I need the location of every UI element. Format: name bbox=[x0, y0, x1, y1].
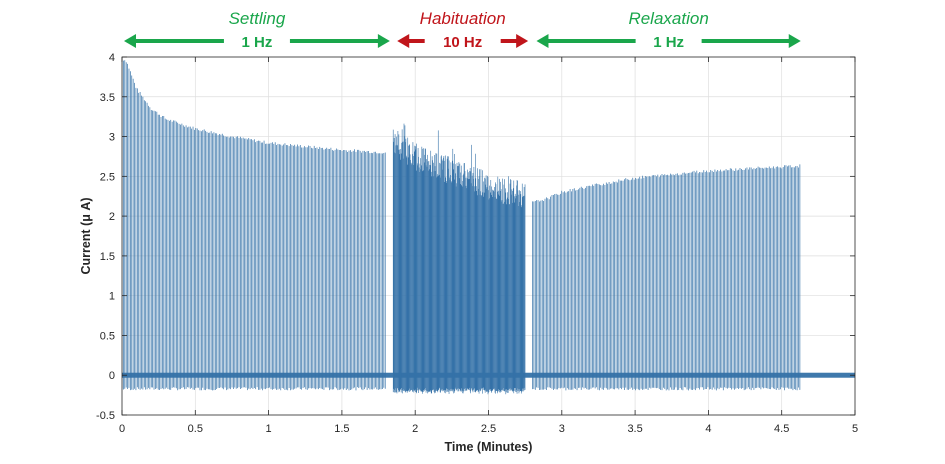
phase-annotation-settling: Settling 1 Hz bbox=[124, 9, 390, 51]
y-tick-label: 3.5 bbox=[100, 92, 115, 104]
phase-name-label: Relaxation bbox=[628, 9, 708, 28]
x-tick-label: 4 bbox=[705, 423, 711, 435]
phase-signal-settling bbox=[122, 58, 386, 391]
y-tick-label: 2.5 bbox=[100, 171, 115, 183]
phase-annotations: Settling 1 Hz Habituation 10 Hz Relaxation 1 … bbox=[124, 9, 801, 51]
phase-arrowhead-left-icon bbox=[124, 34, 136, 48]
x-tick-label: 4.5 bbox=[774, 423, 789, 435]
x-tick-label: 5 bbox=[852, 423, 858, 435]
x-tick-label: 2 bbox=[412, 423, 418, 435]
y-tick-label: 0 bbox=[109, 370, 115, 382]
phase-frequency-label: 10 Hz bbox=[443, 34, 482, 51]
x-tick-label: 0 bbox=[119, 423, 125, 435]
y-tick-label: 0.5 bbox=[100, 330, 115, 342]
y-axis-label: Current (μ A) bbox=[79, 197, 93, 274]
x-tick-label: 3.5 bbox=[627, 423, 642, 435]
phase-annotation-habituation: Habituation 10 Hz bbox=[397, 9, 529, 51]
phase-arrowhead-right-icon bbox=[377, 34, 390, 48]
axis-ticks: 0 0.5 1 1.5 2 2.5 3 3.5 4 4.5 5 -0.5 0 0.5 1 1.5 2 2.5 3 3.… bbox=[96, 52, 858, 435]
phase-signal-habituation bbox=[392, 123, 526, 395]
y-tick-label: 1 bbox=[109, 291, 115, 303]
phase-arrowhead-left-icon bbox=[536, 34, 549, 48]
phase-arrowhead-right-icon bbox=[788, 34, 801, 48]
y-tick-label: 2 bbox=[109, 211, 115, 223]
x-tick-label: 0.5 bbox=[188, 423, 203, 435]
phase-signal-relaxation bbox=[532, 164, 801, 391]
y-tick-label: 4 bbox=[109, 52, 115, 64]
phase-frequency-label: 1 Hz bbox=[242, 34, 273, 51]
current-signal-series bbox=[122, 58, 855, 395]
phase-name-label: Habituation bbox=[420, 9, 506, 28]
phase-arrowhead-left-icon bbox=[397, 34, 410, 48]
x-tick-label: 1.5 bbox=[334, 423, 349, 435]
phase-annotation-relaxation: Relaxation 1 Hz bbox=[536, 9, 801, 51]
y-tick-label: 3 bbox=[109, 132, 115, 144]
x-tick-label: 3 bbox=[559, 423, 565, 435]
x-tick-label: 2.5 bbox=[481, 423, 496, 435]
y-tick-label: 1.5 bbox=[100, 251, 115, 263]
y-tick-label: -0.5 bbox=[96, 410, 115, 422]
phase-arrowhead-right-icon bbox=[516, 34, 529, 48]
phase-frequency-label: 1 Hz bbox=[653, 34, 684, 51]
phase-name-label: Settling bbox=[229, 9, 286, 28]
x-tick-label: 1 bbox=[266, 423, 272, 435]
x-axis-label: Time (Minutes) bbox=[445, 440, 533, 454]
